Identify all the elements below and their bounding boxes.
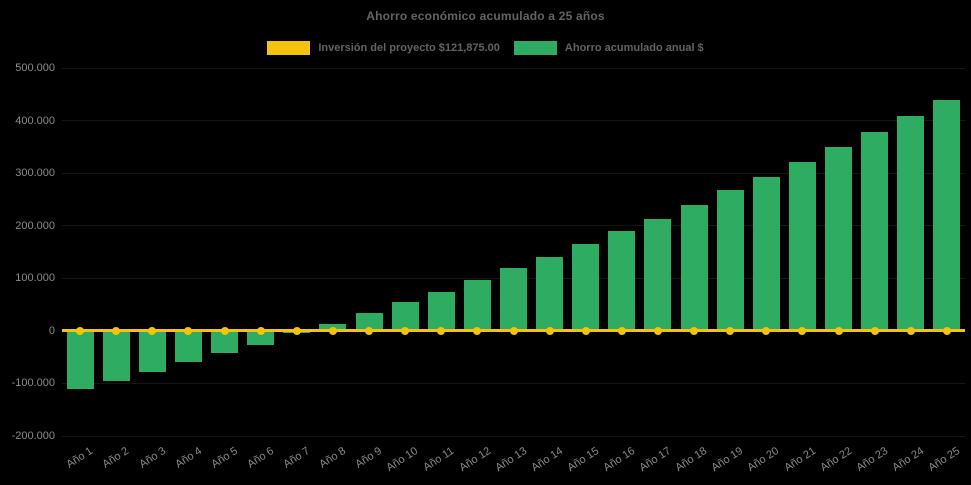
bar-ano-15: [572, 244, 600, 331]
investment-line-swatch: [267, 41, 311, 55]
x-tick-label-ano-14: Año 14: [529, 444, 565, 475]
investment-line-marker-ano-8: [328, 326, 337, 335]
legend-label-savings: Ahorro acumulado anual $: [564, 42, 704, 54]
investment-line-marker-ano-22: [834, 326, 843, 335]
investment-line-marker-ano-15: [581, 326, 590, 335]
bar-ano-14: [536, 256, 564, 331]
chart-title: Ahorro económico acumulado a 25 años: [366, 9, 605, 23]
bar-ano-23: [861, 131, 889, 331]
investment-line-marker-ano-19: [726, 326, 735, 335]
bar-ano-10: [391, 301, 419, 331]
x-tick-label-ano-11: Año 11: [421, 444, 457, 474]
investment-line-marker-ano-10: [401, 326, 410, 335]
y-tick-label-200000: 200.000: [15, 219, 55, 232]
y-tick-label-100000: 100.000: [15, 272, 55, 285]
bar-ano-4: [174, 330, 202, 362]
x-tick-label-ano-20: Año 20: [745, 444, 782, 475]
x-tick-label-ano-15: Año 15: [565, 444, 602, 475]
y-axis: 500.000 400.000 300.000 200.000 100.000 0 -100…: [0, 0, 55, 485]
gridline-400000: [62, 120, 965, 122]
gridline--100000: [62, 382, 965, 384]
y-tick-label-400000: 400.000: [15, 114, 55, 127]
bar-ano-24: [897, 115, 925, 331]
investment-line-marker-ano-24: [906, 326, 915, 335]
bar-ano-13: [500, 268, 527, 331]
investment-line-marker-ano-4: [184, 326, 193, 335]
investment-line-marker-ano-12: [473, 326, 482, 335]
investment-line-marker-ano-23: [870, 326, 879, 335]
bar-ano-17: [644, 218, 672, 331]
legend: Inversión del proyecto $121,875.00 Ahorr…: [0, 41, 971, 55]
x-tick-label-ano-6: Año 6: [245, 444, 276, 471]
x-tick-label-ano-5: Año 5: [209, 444, 240, 471]
investment-line-marker-ano-6: [256, 326, 265, 335]
bar-ano-5: [211, 330, 239, 353]
investment-line-marker-ano-3: [148, 326, 157, 335]
bar-ano-18: [680, 205, 708, 331]
investment-line-marker-ano-13: [509, 326, 518, 335]
x-tick-label-ano-22: Año 22: [818, 444, 854, 475]
x-tick-label-ano-4: Año 4: [173, 444, 204, 471]
savings-bar-swatch: [513, 41, 557, 55]
gridline-500000: [62, 67, 965, 69]
bar-ano-11: [427, 291, 455, 331]
x-tick-label-ano-10: Año 10: [384, 444, 421, 475]
y-tick-label-300000: 300.000: [15, 167, 55, 180]
bar-ano-25: [933, 99, 961, 331]
x-tick-label-ano-19: Año 19: [709, 444, 746, 475]
y-tick-label--100000: -100.000: [11, 377, 55, 390]
investment-line-marker-ano-2: [112, 326, 121, 335]
investment-line-marker-ano-20: [762, 326, 771, 335]
investment-line-marker-ano-1: [76, 326, 85, 335]
bar-ano-16: [608, 231, 636, 331]
bar-ano-6: [247, 330, 275, 345]
plot-area: [62, 67, 965, 437]
x-tick-label-ano-1: Año 1: [64, 444, 96, 471]
y-tick-label--200000: -200.000: [11, 430, 55, 442]
y-tick-label-0: 0: [48, 324, 55, 337]
x-axis: Año 1 Año 2 Año 3 Año 4 Año 5 Año 6 Año 7 Año 8…: [62, 436, 965, 485]
x-tick-label-ano-24: Año 24: [890, 444, 927, 475]
legend-item-investment: Inversión del proyecto $121,875.00: [267, 41, 500, 55]
investment-line-marker-ano-5: [220, 326, 229, 335]
x-tick-label-ano-9: Año 9: [353, 444, 385, 471]
legend-label-investment: Inversión del proyecto $121,875.00: [318, 42, 500, 54]
legend-item-savings: Ahorro acumulado anual $: [513, 41, 704, 55]
bar-ano-12: [463, 279, 491, 331]
x-tick-label-ano-25: Año 25: [926, 444, 963, 475]
investment-line-marker-ano-7: [292, 326, 301, 335]
gridline--200000: [62, 435, 965, 437]
investment-line-marker-ano-17: [653, 326, 662, 335]
bar-ano-1: [66, 330, 94, 389]
investment-line-marker-ano-11: [437, 326, 446, 335]
x-tick-label-ano-12: Año 12: [456, 444, 493, 475]
investment-line-marker-ano-18: [690, 326, 699, 335]
bar-ano-2: [102, 330, 130, 381]
x-tick-label-ano-8: Año 8: [317, 444, 349, 471]
x-tick-label-ano-23: Año 23: [854, 444, 890, 475]
x-tick-label-ano-7: Año 7: [281, 444, 313, 471]
gridline-300000: [62, 172, 965, 174]
x-tick-label-ano-13: Año 13: [492, 444, 529, 475]
bar-ano-21: [788, 161, 816, 331]
x-tick-label-ano-18: Año 18: [673, 444, 710, 475]
x-tick-label-ano-16: Año 16: [601, 444, 638, 475]
x-tick-label-ano-2: Año 2: [100, 444, 132, 471]
investment-line-marker-ano-9: [365, 326, 374, 335]
x-tick-label-ano-3: Año 3: [136, 444, 168, 471]
x-tick-label-ano-17: Año 17: [637, 444, 674, 475]
bar-ano-3: [138, 330, 166, 372]
bar-ano-19: [716, 189, 744, 331]
investment-line-marker-ano-14: [545, 326, 554, 335]
bar-ano-20: [752, 176, 780, 331]
gridline-200000: [62, 225, 965, 227]
investment-line-marker-ano-21: [798, 326, 807, 335]
investment-line-marker-ano-25: [942, 326, 951, 335]
investment-line-marker-ano-16: [617, 326, 626, 335]
bar-ano-9: [355, 312, 383, 331]
y-tick-label-500000: 500.000: [15, 62, 55, 74]
bar-ano-22: [825, 146, 853, 331]
x-tick-label-ano-21: Año 21: [781, 444, 818, 475]
